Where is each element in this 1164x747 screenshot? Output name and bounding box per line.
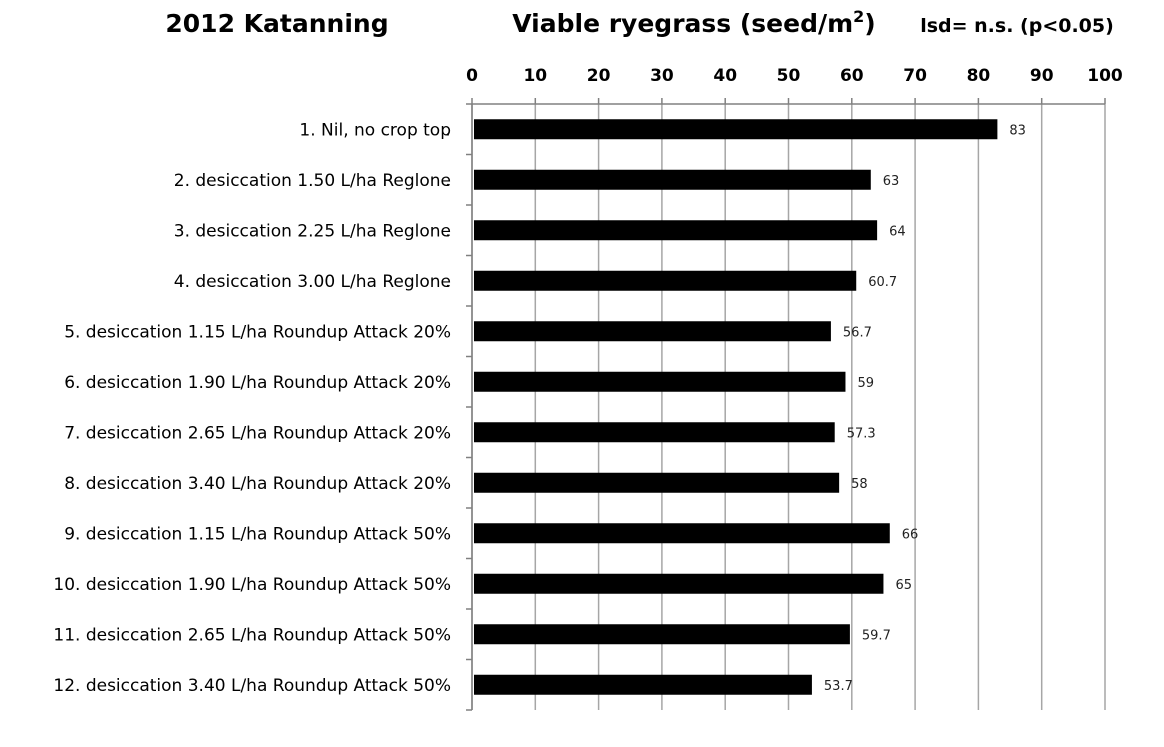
bar — [474, 573, 884, 594]
chart-title-superscript: 2 — [853, 7, 864, 26]
data-label: 64 — [889, 224, 906, 239]
x-tick-label: 20 — [587, 66, 611, 86]
data-label: 60.7 — [868, 275, 897, 290]
bar — [474, 220, 878, 241]
category-label: 4. desiccation 3.00 L/ha Reglone — [174, 272, 451, 292]
data-label: 58 — [851, 477, 868, 492]
category-marker: . — [445, 120, 450, 140]
chart-title-main: Viable ryegrass (seed/m — [512, 9, 853, 38]
category-label: 5. desiccation 1.15 L/ha Roundup Attack … — [64, 322, 451, 342]
data-label: 63 — [883, 174, 900, 189]
bar — [474, 321, 831, 342]
chart-title-end: ) — [864, 9, 875, 38]
bar — [474, 422, 835, 443]
bar — [474, 371, 846, 392]
chart-title: Viable ryegrass (seed/m2) — [512, 7, 875, 38]
category-label: 9. desiccation 1.15 L/ha Roundup Attack … — [64, 524, 451, 544]
data-label: 65 — [895, 578, 912, 593]
x-tick-label: 30 — [650, 66, 674, 86]
x-tick-label: 60 — [840, 66, 864, 86]
bar — [474, 523, 890, 544]
x-tick-label: 80 — [967, 66, 991, 86]
data-label: 66 — [902, 527, 919, 542]
bar — [474, 674, 812, 695]
lsd-note: lsd= n.s. (p<0.05) — [920, 15, 1114, 37]
category-label: 2. desiccation 1.50 L/ha Reglone — [174, 171, 451, 191]
data-label: 53.7 — [824, 679, 853, 694]
category-axis: 1. Nil, no crop top.2. desiccation 1.50 … — [53, 103, 473, 711]
data-label: 56.7 — [843, 325, 872, 340]
x-tick-label: 0 — [466, 66, 478, 86]
bar — [474, 472, 840, 493]
category-label: 7. desiccation 2.65 L/ha Roundup Attack … — [64, 423, 451, 443]
category-label: 12. desiccation 3.40 L/ha Roundup Attack… — [53, 676, 451, 696]
x-axis: 0 10 20 30 40 50 60 70 80 90 100 — [466, 66, 1123, 105]
category-label: 3. desiccation 2.25 L/ha Reglone — [174, 221, 451, 241]
bar — [474, 270, 857, 291]
x-tick-label: 10 — [523, 66, 547, 86]
data-label: 57.3 — [847, 426, 876, 441]
bar — [474, 624, 850, 645]
x-tick-label: 70 — [903, 66, 927, 86]
data-label: 59 — [857, 376, 874, 391]
bars — [474, 119, 998, 695]
x-tick-label: 100 — [1087, 66, 1123, 86]
category-marker: . — [445, 272, 450, 292]
category-label: 10. desiccation 1.90 L/ha Roundup Attack… — [53, 575, 451, 595]
grid-layer — [471, 104, 1106, 710]
category-label: 6. desiccation 1.90 L/ha Roundup Attack … — [64, 373, 451, 393]
category-marker: . — [445, 221, 450, 241]
bar — [474, 169, 871, 190]
category-label: 11. desiccation 2.65 L/ha Roundup Attack… — [53, 625, 451, 645]
category-label: 1. Nil, no crop top — [299, 120, 451, 140]
data-label: 83 — [1009, 123, 1026, 138]
data-labels: 83 63 64 60.7 56.7 59 57.3 58 66 65 59.7 53.7 — [824, 123, 1026, 694]
bar — [474, 119, 998, 140]
x-tick-label: 50 — [777, 66, 801, 86]
data-label: 59.7 — [862, 628, 891, 643]
chart-location-title: 2012 Katanning — [165, 9, 388, 38]
x-tick-label: 90 — [1030, 66, 1054, 86]
x-tick-label: 40 — [713, 66, 737, 86]
category-label: 8. desiccation 3.40 L/ha Roundup Attack … — [64, 474, 451, 494]
category-marker: . — [445, 171, 450, 191]
